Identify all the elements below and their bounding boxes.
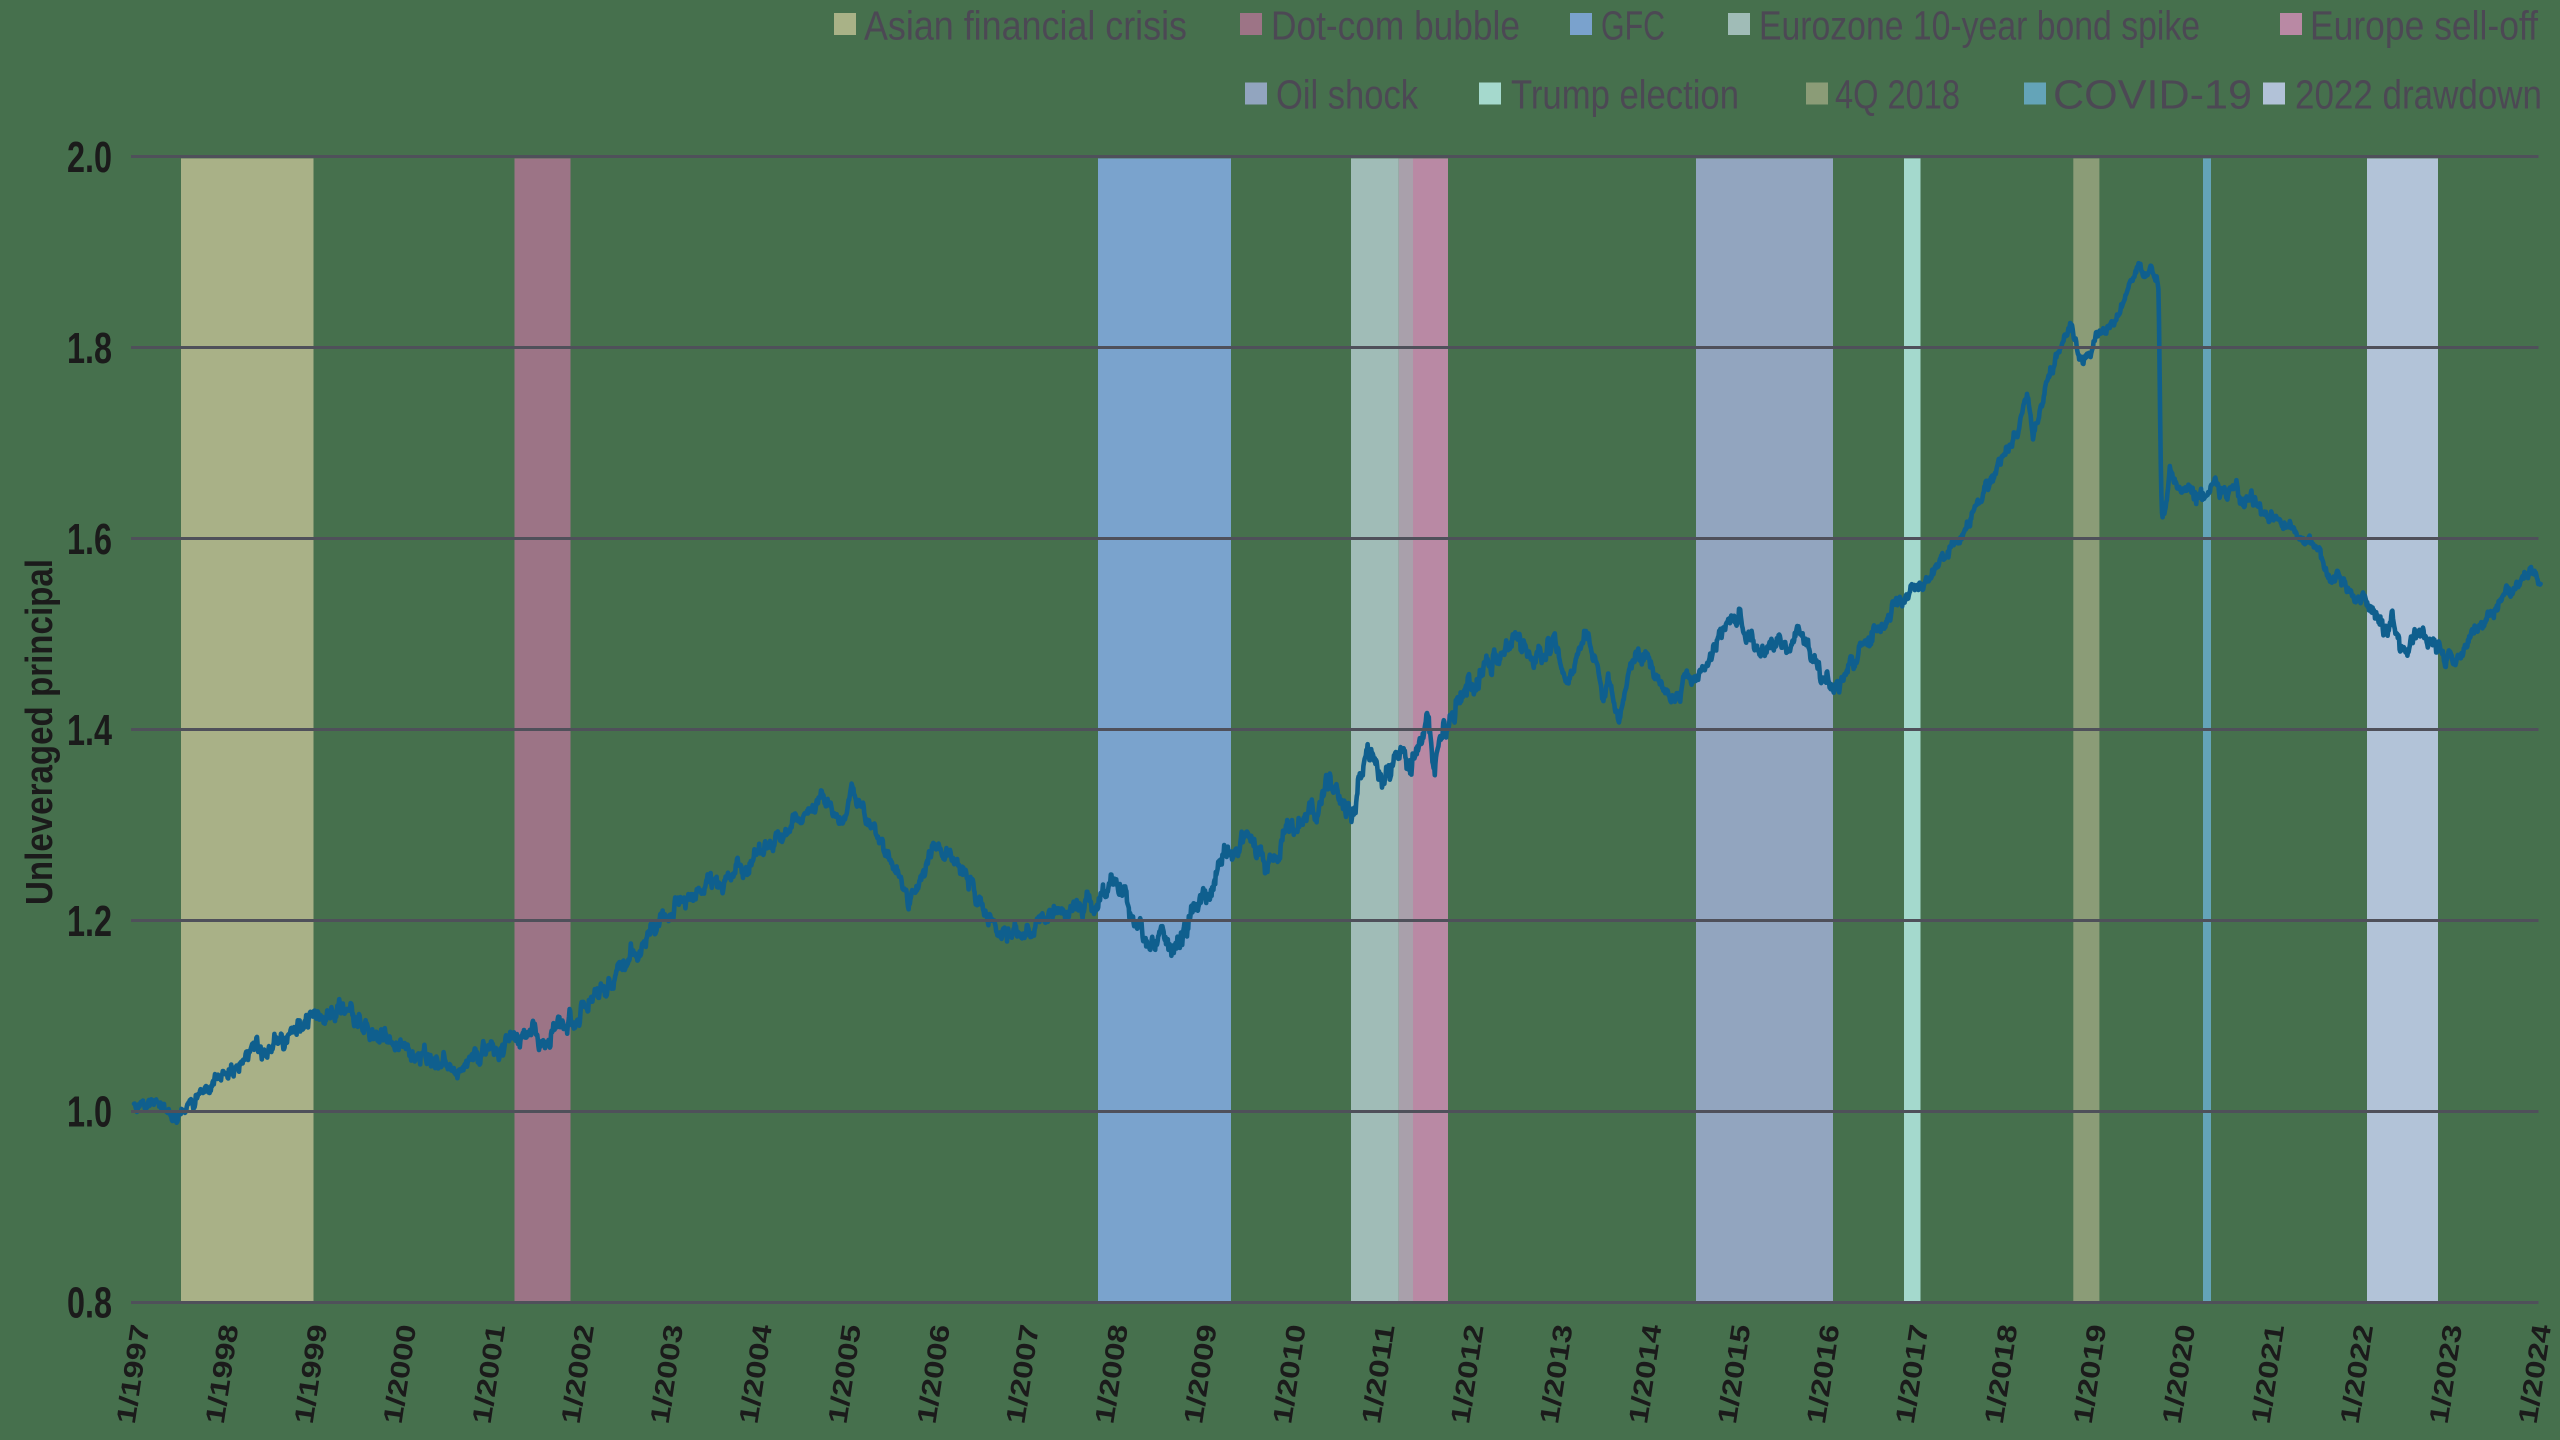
svg-text:Unleveraged principal: Unleveraged principal	[19, 559, 61, 905]
svg-text:Eurozone 10-year bond spike: Eurozone 10-year bond spike	[1759, 3, 2200, 49]
svg-text:Dot-com bubble: Dot-com bubble	[1271, 3, 1520, 49]
svg-text:0.8: 0.8	[67, 1279, 112, 1328]
svg-text:COVID-19: COVID-19	[2053, 72, 2252, 118]
svg-text:GFC: GFC	[1601, 3, 1665, 49]
svg-text:2.0: 2.0	[67, 133, 112, 182]
svg-text:Trump election: Trump election	[1511, 72, 1739, 118]
svg-text:Oil shock: Oil shock	[1276, 72, 1418, 118]
svg-text:1.0: 1.0	[67, 1088, 112, 1137]
svg-text:1.6: 1.6	[67, 515, 112, 564]
svg-text:4Q 2018: 4Q 2018	[1835, 72, 1960, 118]
svg-text:1.2: 1.2	[67, 897, 112, 946]
svg-text:2022 drawdown: 2022 drawdown	[2295, 72, 2542, 118]
svg-text:Europe sell-off: Europe sell-off	[2310, 3, 2539, 49]
svg-text:1.8: 1.8	[67, 324, 112, 373]
svg-text:Asian financial crisis: Asian financial crisis	[864, 3, 1187, 49]
svg-text:1.4: 1.4	[67, 706, 112, 755]
